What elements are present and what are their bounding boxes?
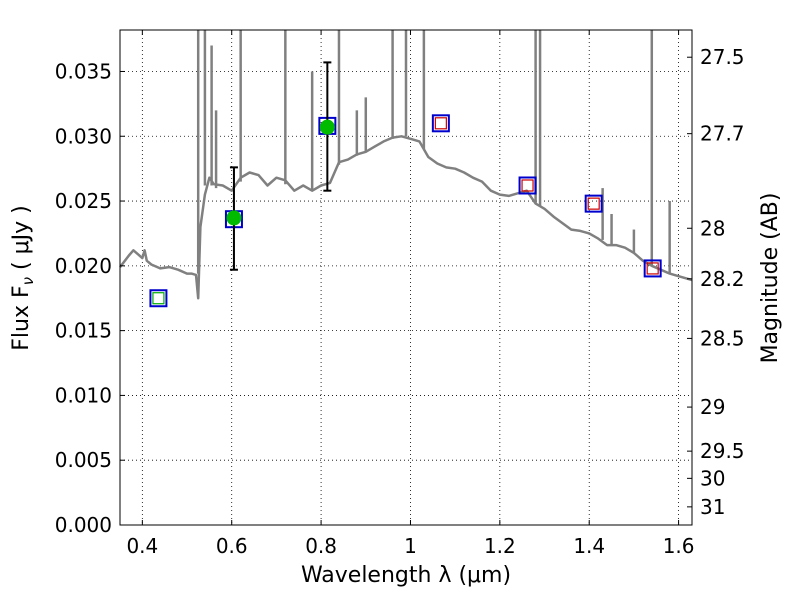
y-axis-label: Flux Fν ( μJy ) [9, 205, 37, 350]
y2-tick-label: 31 [700, 495, 725, 519]
y2-tick-label: 28.5 [700, 326, 745, 350]
upper-limit-marker [646, 262, 659, 275]
spectrum-line [119, 135, 693, 300]
y-axis-label-sub: ν [19, 277, 37, 285]
axis-ticks: 0.4 0.6 0.8 1 1.2 1.4 1.6 0.000 0.005 0.010 0.015 0… [55, 30, 745, 558]
y-tick-label: 0.025 [55, 189, 112, 213]
x-tick-label: 1.2 [484, 534, 516, 558]
y2-tick-label: 30 [700, 466, 725, 490]
detection-point [319, 119, 335, 135]
y2-tick-label: 28 [700, 216, 725, 240]
x-axis-label: Wavelength λ (μm) [301, 563, 511, 588]
y2-tick-label: 27.5 [700, 45, 745, 69]
model-photometry-box [643, 259, 662, 278]
detection-point [226, 210, 242, 226]
upper-limit-marker [521, 179, 534, 192]
y-axis-label-main: Flux F [9, 285, 34, 350]
y-tick-label: 0.030 [55, 124, 112, 148]
model-photometry-box [149, 289, 168, 308]
y2-axis-label: Magnitude (AB) [758, 193, 783, 364]
x-tick-label: 1.4 [573, 534, 605, 558]
model-photometry-box [431, 114, 450, 133]
y2-tick-label: 28.2 [700, 267, 745, 291]
x-tick-label: 0.8 [305, 534, 337, 558]
x-tick-label: 1.6 [663, 534, 695, 558]
model-photometry-box [518, 176, 537, 195]
y-tick-label: 0.015 [55, 319, 112, 343]
y-tick-label: 0.005 [55, 448, 112, 472]
grid-lines [120, 30, 692, 525]
photometry-markers [149, 61, 662, 308]
x-tick-label: 0.4 [126, 534, 158, 558]
y-tick-label: 0.035 [55, 59, 112, 83]
upper-limit-marker-green [152, 292, 165, 305]
model-photometry-box [584, 194, 603, 213]
y-tick-label: 0.020 [55, 254, 112, 278]
y-tick-label: 0.010 [55, 383, 112, 407]
y-tick-label: 0.000 [55, 513, 112, 537]
y2-tick-label: 29.5 [700, 439, 745, 463]
y2-tick-label: 29 [700, 395, 725, 419]
model-spectrum [119, 30, 693, 300]
y-axis-label-unit: ( μJy ) [9, 205, 34, 277]
plot-frame [119, 29, 693, 526]
y2-tick-label: 27.7 [700, 122, 745, 146]
upper-limit-marker [587, 197, 600, 210]
upper-limit-marker [434, 117, 447, 130]
x-tick-label: 1 [404, 534, 417, 558]
x-tick-label: 0.6 [216, 534, 248, 558]
